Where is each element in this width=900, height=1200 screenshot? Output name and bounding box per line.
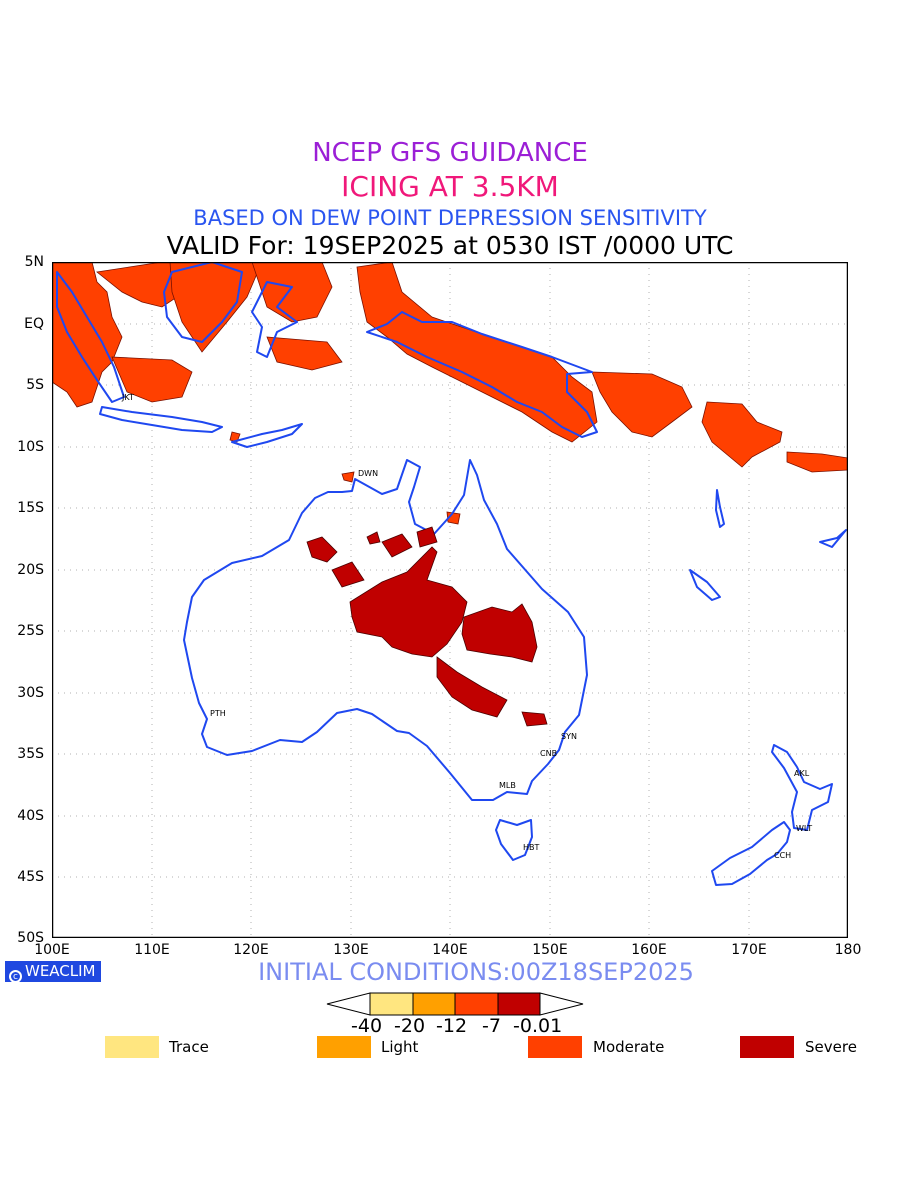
lat-label: 5N [24, 254, 44, 270]
fiji-coastline [819, 529, 847, 548]
title-valid-time: VALID For: 19SEP2025 at 0530 IST /0000 U… [166, 231, 734, 260]
lon-label: 110E [134, 942, 170, 958]
lon-label: 150E [532, 942, 568, 958]
city-cnb: CNB [540, 749, 557, 758]
lon-label: 180 [834, 942, 862, 958]
city-pth: PTH [210, 709, 226, 718]
lat-label: 40S [17, 808, 44, 824]
sulawesi-coastline [251, 281, 298, 358]
lat-label: 30S [17, 685, 44, 701]
lon-label: 170E [731, 942, 767, 958]
legend-label-severe: Severe [805, 1038, 857, 1056]
new-zealand-south-island [711, 821, 791, 886]
colorbar-label: -0.01 [513, 1015, 563, 1037]
lon-label: 130E [333, 942, 369, 958]
sumatra-coastline [56, 271, 125, 403]
legend-swatch-light [317, 1036, 371, 1058]
lon-label: 160E [631, 942, 667, 958]
australia-coastline [183, 459, 588, 801]
lat-label: 10S [17, 439, 44, 455]
moderate-icing-areas [52, 262, 848, 525]
severe-icing-areas [306, 526, 548, 727]
lon-label: 120E [233, 942, 269, 958]
city-cch: CCH [774, 851, 791, 860]
lat-label: 50S [17, 930, 44, 946]
lat-label: 5S [26, 377, 44, 393]
city-wlt: WLT [796, 824, 812, 833]
title-model: NCEP GFS GUIDANCE [312, 138, 588, 168]
legend-label-moderate: Moderate [593, 1038, 665, 1056]
city-labels: JKT DWN PTH SYN CNB MLB HBT AKL WLT CCH [121, 393, 812, 860]
icing-map: JKT DWN PTH SYN CNB MLB HBT AKL WLT CCH [52, 262, 848, 938]
new-guinea-coastline [366, 311, 598, 438]
colorbar-label: -20 [394, 1015, 426, 1037]
city-akl: AKL [794, 769, 810, 778]
new-zealand-north-island [771, 744, 833, 831]
legend-label-trace: Trace [169, 1038, 209, 1056]
lat-label: 15S [17, 500, 44, 516]
map-frame [52, 262, 848, 938]
legend-swatch-trace [105, 1036, 159, 1058]
coastlines [56, 262, 847, 886]
colorbar-label: -7 [482, 1015, 501, 1037]
city-mlb: MLB [499, 781, 516, 790]
borneo-coastline [163, 262, 243, 343]
lat-label: 45S [17, 869, 44, 885]
lat-label: 35S [17, 746, 44, 762]
copyright-circle-icon: c [9, 970, 22, 983]
colorbar-moderate-box [454, 992, 499, 1016]
java-coastline [99, 406, 223, 433]
lon-label: 100E [34, 942, 70, 958]
title-product: ICING AT 3.5KM [341, 170, 559, 203]
initial-conditions: INITIAL CONDITIONS:00Z18SEP2025 [258, 958, 694, 986]
colorbar [326, 992, 584, 1016]
weaclim-badge: c WEACLIM [5, 961, 101, 983]
colorbar-trace-box [369, 992, 414, 1016]
new-caledonia-coastline [689, 569, 721, 601]
colorbar-low-arrow [326, 992, 371, 1016]
colorbar-label: -40 [351, 1015, 383, 1037]
lon-label: 140E [432, 942, 468, 958]
title-method: BASED ON DEW POINT DEPRESSION SENSITIVIT… [193, 206, 707, 230]
city-syn: SYN [561, 732, 577, 741]
legend-swatch-moderate [528, 1036, 582, 1058]
city-hbt: HBT [523, 843, 540, 852]
city-dwn: DWN [358, 469, 378, 478]
badge-label: WEACLIM [25, 962, 96, 980]
lat-label: EQ [24, 316, 44, 332]
colorbar-light-box [412, 992, 456, 1016]
legend-swatch-severe [740, 1036, 794, 1058]
lat-label: 20S [17, 562, 44, 578]
tasmania-coastline [495, 819, 533, 861]
colorbar-severe-box [497, 992, 541, 1016]
colorbar-label: -12 [436, 1015, 468, 1037]
lat-label: 25S [17, 623, 44, 639]
legend-label-light: Light [381, 1038, 419, 1056]
timor-coastline [231, 423, 303, 448]
city-jkt: JKT [121, 393, 134, 402]
vanuatu-coastline [715, 489, 725, 528]
colorbar-high-arrow [539, 992, 584, 1016]
